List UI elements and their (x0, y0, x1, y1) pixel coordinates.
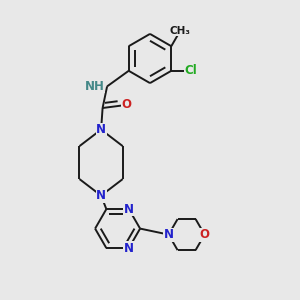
Text: CH₃: CH₃ (169, 26, 190, 36)
Text: N: N (124, 202, 134, 216)
Text: N: N (96, 123, 106, 136)
Text: N: N (96, 189, 106, 202)
Text: O: O (122, 98, 132, 112)
Text: N: N (96, 123, 106, 136)
Text: N: N (164, 228, 174, 241)
Text: NH: NH (85, 80, 105, 93)
Text: N: N (124, 242, 134, 255)
Text: Cl: Cl (184, 64, 197, 77)
Text: O: O (200, 228, 210, 241)
